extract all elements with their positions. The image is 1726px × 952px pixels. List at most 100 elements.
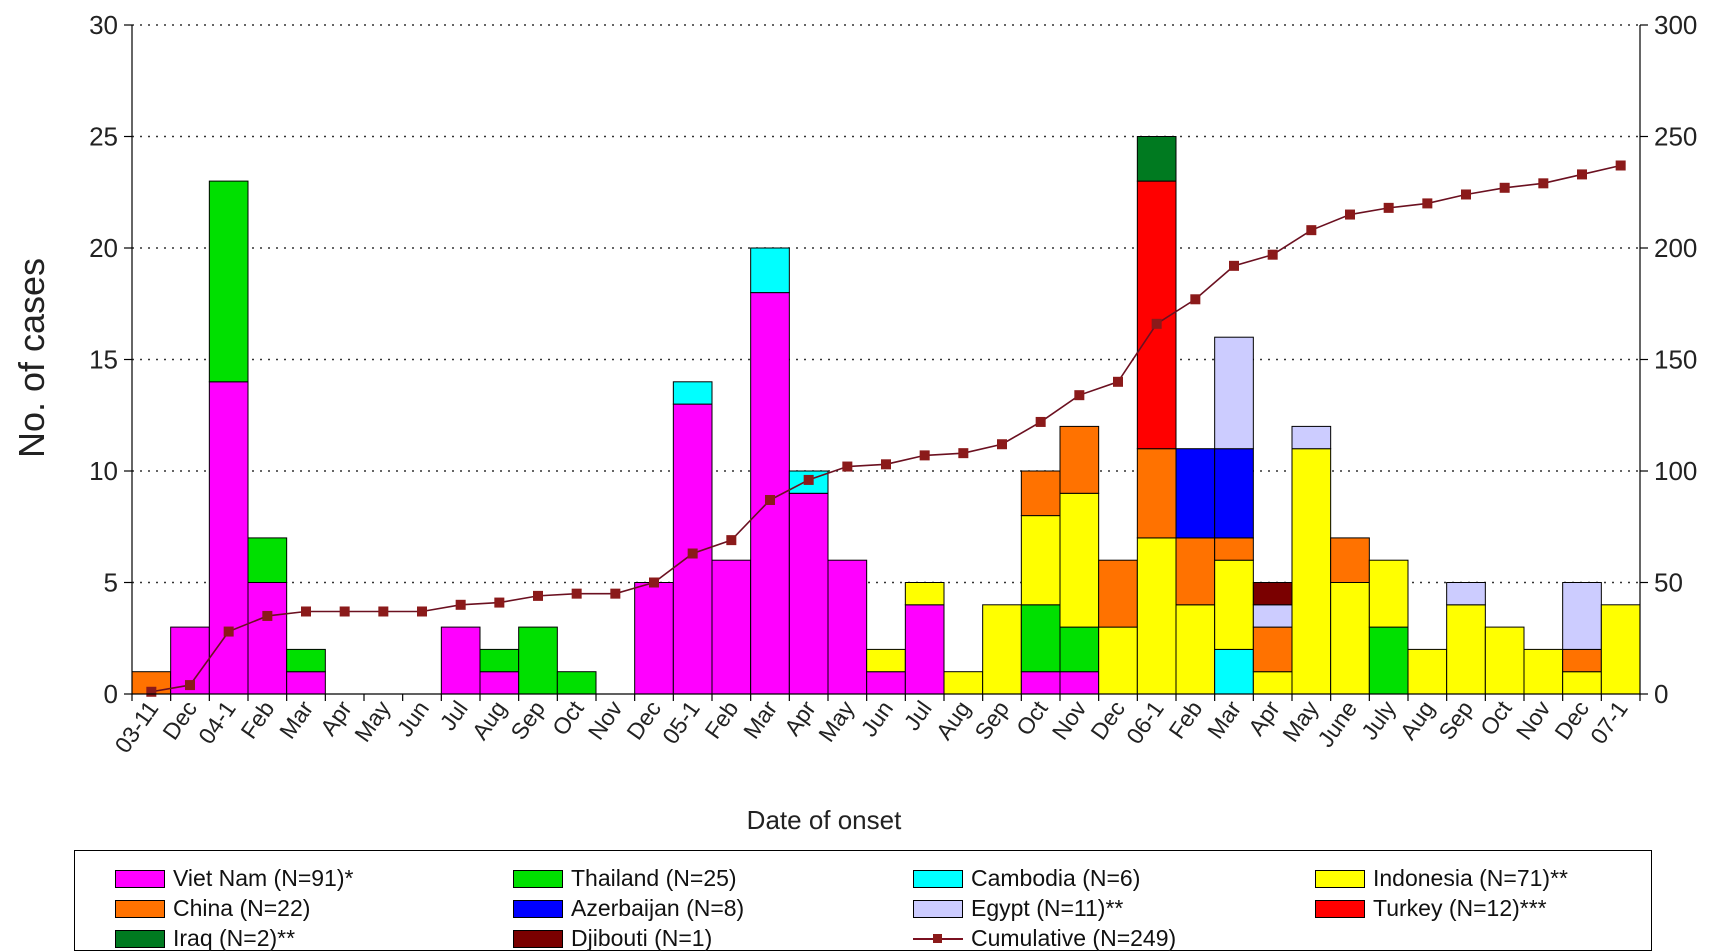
bar-segment xyxy=(1562,648,1602,673)
cumulative-point xyxy=(1383,202,1394,213)
bar-segment xyxy=(208,381,249,695)
legend-item: Viet Nam (N=91)* xyxy=(115,865,353,892)
bar-segment xyxy=(556,671,597,695)
legend-label: Cambodia (N=6) xyxy=(971,865,1141,891)
legend-item: Egypt (N=11)** xyxy=(913,895,1123,922)
bar-segment xyxy=(1252,626,1293,673)
bar-segment xyxy=(1252,582,1293,606)
cumulative-point xyxy=(1267,249,1278,260)
y2-tick-label: 100 xyxy=(1654,456,1697,486)
bar-segment xyxy=(750,247,790,294)
bar-segment xyxy=(1175,537,1216,606)
bar-segment xyxy=(1136,537,1177,695)
legend-swatch xyxy=(1315,899,1365,918)
x-tick-label: Aug xyxy=(467,696,512,744)
bar-segment xyxy=(1136,136,1177,182)
y-tick-label: 10 xyxy=(89,456,118,486)
x-tick-label: Aug xyxy=(931,696,976,744)
y-axis-label: No. of cases xyxy=(11,258,52,458)
bar-segment xyxy=(1562,582,1602,650)
x-tick-label: Sep xyxy=(969,696,1014,744)
cumulative-point xyxy=(378,606,389,617)
right-y-tick-labels: 0 50 100 150 200 250 300 xyxy=(1654,10,1697,709)
cumulative-point xyxy=(803,474,814,485)
legend-label: Azerbaijan (N=8) xyxy=(571,895,745,921)
bar-segment xyxy=(1446,604,1486,695)
bar-segment xyxy=(1214,559,1254,650)
y2-tick-label: 50 xyxy=(1654,568,1683,598)
cumulative-point xyxy=(185,680,195,691)
x-tick-label: Dec xyxy=(621,696,666,744)
cumulative-point xyxy=(455,599,466,610)
bar-segment xyxy=(788,492,829,695)
bar-segment xyxy=(1368,626,1409,695)
legend-item: Djibouti (N=1) xyxy=(513,925,712,952)
bar-segment xyxy=(904,604,945,695)
x-tick-label: Mar xyxy=(738,696,782,744)
bar-segment xyxy=(1098,626,1138,695)
x-tick-label: Dec xyxy=(157,696,202,744)
legend-label: China (N=22) xyxy=(173,895,311,921)
axes xyxy=(124,24,1648,701)
x-tick-label: May xyxy=(813,696,860,747)
bar-segment xyxy=(1330,582,1370,695)
bar-segment xyxy=(1214,537,1254,561)
bar-segment xyxy=(634,582,674,695)
y2-tick-label: 0 xyxy=(1654,679,1668,709)
legend-swatch xyxy=(513,869,563,888)
legend-label: Iraq (N=2)** xyxy=(173,925,296,951)
bar-segment xyxy=(286,671,326,695)
x-tick-label: Feb xyxy=(699,696,743,743)
x-tick-label: Nov xyxy=(1047,696,1092,745)
bar-segment xyxy=(1059,425,1100,494)
bar-segment xyxy=(711,559,752,695)
x-tick-label: Dec xyxy=(1085,696,1130,744)
bar-segment xyxy=(1136,448,1177,539)
cumulative-point xyxy=(1074,390,1085,401)
bar-segment xyxy=(479,671,520,695)
legend-item: Cambodia (N=6) xyxy=(913,865,1140,892)
legend-swatch xyxy=(115,929,165,948)
cumulative-point xyxy=(1151,318,1162,329)
cumulative-point xyxy=(1229,260,1239,271)
x-tick-label: June xyxy=(1312,696,1362,752)
x-tick-label: 04-1 xyxy=(193,696,241,749)
cumulative-point xyxy=(1577,169,1587,180)
legend-item: Cumulative (N=249) xyxy=(913,925,1176,952)
x-tick-label: Jun xyxy=(856,696,899,741)
bar-segment xyxy=(904,582,945,606)
y-tick-label: 0 xyxy=(104,679,118,709)
cumulative-point xyxy=(1190,294,1201,305)
x-tick-label: 07-1 xyxy=(1585,696,1633,749)
cumulative-point xyxy=(1345,209,1355,220)
legend-swatch xyxy=(115,899,165,918)
bar-segment xyxy=(866,648,906,673)
bar-segment xyxy=(479,648,520,673)
legend-swatch xyxy=(1315,869,1365,888)
y2-tick-label: 150 xyxy=(1654,345,1697,375)
bar-segment xyxy=(1175,604,1216,695)
bar-segment xyxy=(672,381,713,405)
bar-segment xyxy=(1020,515,1061,606)
cumulative-point xyxy=(417,606,427,617)
x-tick-label: Oct xyxy=(1011,695,1053,740)
x-tick-label: Oct xyxy=(547,695,589,740)
y2-tick-label: 250 xyxy=(1654,122,1697,152)
y-tick-label: 15 xyxy=(89,345,118,375)
cumulative-point xyxy=(919,450,930,461)
bar-segment xyxy=(208,180,249,383)
y2-tick-label: 200 xyxy=(1654,233,1697,263)
cumulative-point xyxy=(842,461,853,472)
legend-item: China (N=22) xyxy=(115,895,310,922)
cumulative-point xyxy=(1113,376,1123,387)
bar-segment xyxy=(1059,492,1100,628)
cumulative-point xyxy=(958,448,969,459)
legend-label: Djibouti (N=1) xyxy=(571,925,713,951)
bar-segment xyxy=(1214,336,1254,450)
cumulative-point xyxy=(339,606,350,617)
cumulative-line xyxy=(146,160,1626,697)
bar-segment xyxy=(518,626,558,695)
cumulative-point xyxy=(1499,182,1510,193)
cumulative-point xyxy=(1035,416,1046,427)
